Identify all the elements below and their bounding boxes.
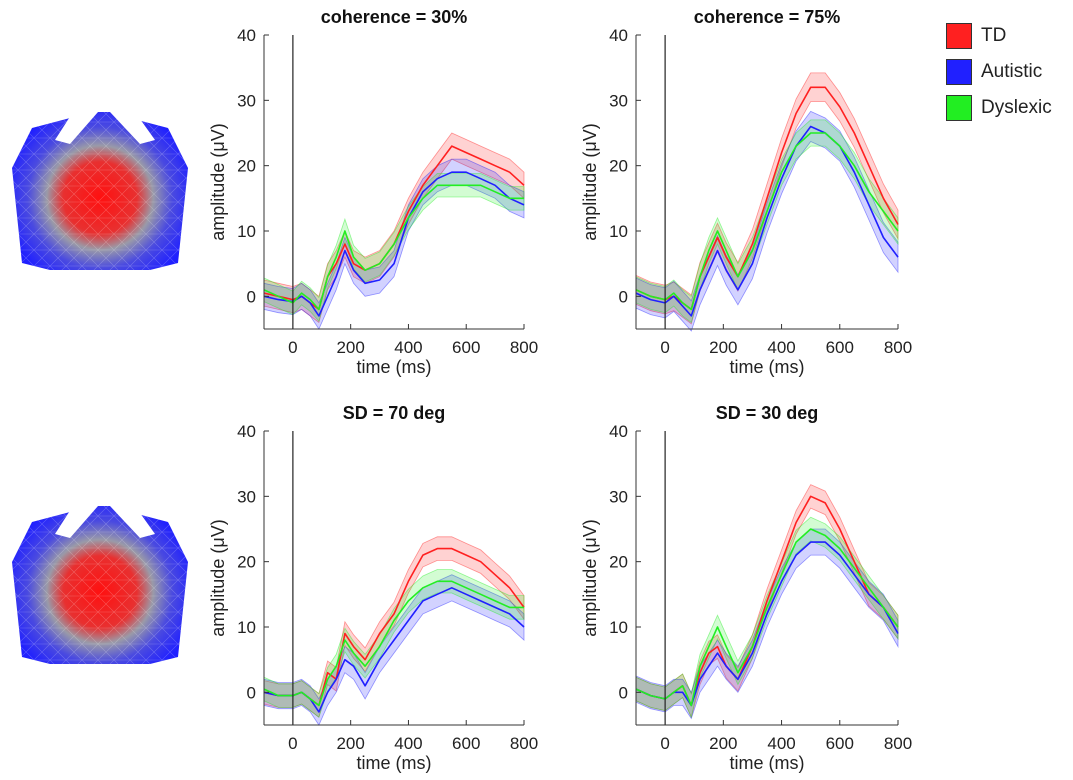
series-line-autistic <box>635 541 899 707</box>
x-tick-label: 200 <box>336 338 364 357</box>
x-tick-label: 200 <box>336 734 364 753</box>
legend-label-dyslexic: Dyslexic <box>981 97 1052 118</box>
y-tick-label: 10 <box>609 618 628 637</box>
y-tick-label: 30 <box>609 487 628 506</box>
y-tick-label: 30 <box>609 91 628 110</box>
scalp-topography-top <box>12 98 188 270</box>
y-tick-label: 0 <box>247 683 256 702</box>
legend-item-autistic: Autistic <box>946 54 1052 90</box>
band-autistic <box>263 158 525 330</box>
x-axis-label: time (ms) <box>357 753 432 773</box>
legend-label-td: TD <box>981 25 1007 46</box>
y-tick-label: 20 <box>237 553 256 572</box>
y-tick-label: 20 <box>237 157 256 176</box>
x-tick-label: 0 <box>288 338 297 357</box>
x-tick-label: 600 <box>826 734 854 753</box>
x-tick-label: 0 <box>660 338 669 357</box>
x-tick-label: 400 <box>394 338 422 357</box>
y-axis-label: amplitude (μV) <box>208 123 228 240</box>
series-line-autistic <box>263 171 525 317</box>
x-tick-label: 800 <box>884 734 912 753</box>
chart-title: coherence = 75% <box>694 7 841 27</box>
legend-label-autistic: Autistic <box>981 61 1043 82</box>
y-tick-label: 40 <box>237 422 256 441</box>
legend: TD Autistic Dyslexic <box>946 18 1052 126</box>
series-line-autistic <box>635 125 899 317</box>
x-tick-label: 400 <box>767 734 795 753</box>
series-line-td <box>635 86 899 311</box>
x-tick-label: 800 <box>510 338 538 357</box>
x-axis-label: time (ms) <box>730 753 805 773</box>
y-tick-label: 40 <box>609 422 628 441</box>
x-tick-label: 400 <box>767 338 795 357</box>
series-line-dyslexic <box>635 528 899 707</box>
y-tick-label: 10 <box>237 618 256 637</box>
series-line-td <box>635 495 899 707</box>
x-tick-label: 0 <box>288 734 297 753</box>
chart-title: SD = 70 deg <box>343 403 446 423</box>
x-tick-label: 600 <box>452 338 480 357</box>
series-line-dyslexic <box>263 580 524 707</box>
y-axis-label: amplitude (μV) <box>580 519 600 636</box>
y-tick-label: 30 <box>237 91 256 110</box>
y-axis-label: amplitude (μV) <box>580 123 600 240</box>
y-tick-label: 20 <box>609 157 628 176</box>
x-tick-label: 200 <box>709 734 737 753</box>
x-tick-label: 400 <box>394 734 422 753</box>
x-tick-label: 600 <box>826 338 854 357</box>
y-tick-label: 20 <box>609 553 628 572</box>
chart-title: coherence = 30% <box>321 7 468 27</box>
x-axis-label: time (ms) <box>730 357 805 377</box>
y-tick-label: 0 <box>619 287 628 306</box>
legend-swatch-autistic <box>946 59 972 85</box>
y-tick-label: 10 <box>609 222 628 241</box>
x-tick-label: 600 <box>452 734 480 753</box>
y-tick-label: 30 <box>237 487 256 506</box>
x-tick-label: 800 <box>884 338 912 357</box>
chart-title: SD = 30 deg <box>716 403 819 423</box>
band-dyslexic <box>263 173 525 323</box>
x-tick-label: 200 <box>709 338 737 357</box>
y-tick-label: 0 <box>247 287 256 306</box>
y-tick-label: 10 <box>237 222 256 241</box>
y-axis-label: amplitude (μV) <box>208 519 228 636</box>
legend-swatch-td <box>946 23 972 49</box>
legend-swatch-dyslexic <box>946 95 972 121</box>
y-tick-label: 0 <box>619 683 628 702</box>
x-axis-label: time (ms) <box>357 357 432 377</box>
band-dyslexic <box>635 516 899 719</box>
series-line-dyslexic <box>635 132 899 311</box>
legend-item-dyslexic: Dyslexic <box>946 90 1052 126</box>
y-tick-label: 40 <box>237 26 256 45</box>
legend-item-td: TD <box>946 18 1052 54</box>
x-tick-label: 800 <box>510 734 538 753</box>
y-tick-label: 40 <box>609 26 628 45</box>
scalp-topography-bottom <box>12 492 188 664</box>
series-line-dyslexic <box>263 184 524 311</box>
x-tick-label: 0 <box>660 734 669 753</box>
